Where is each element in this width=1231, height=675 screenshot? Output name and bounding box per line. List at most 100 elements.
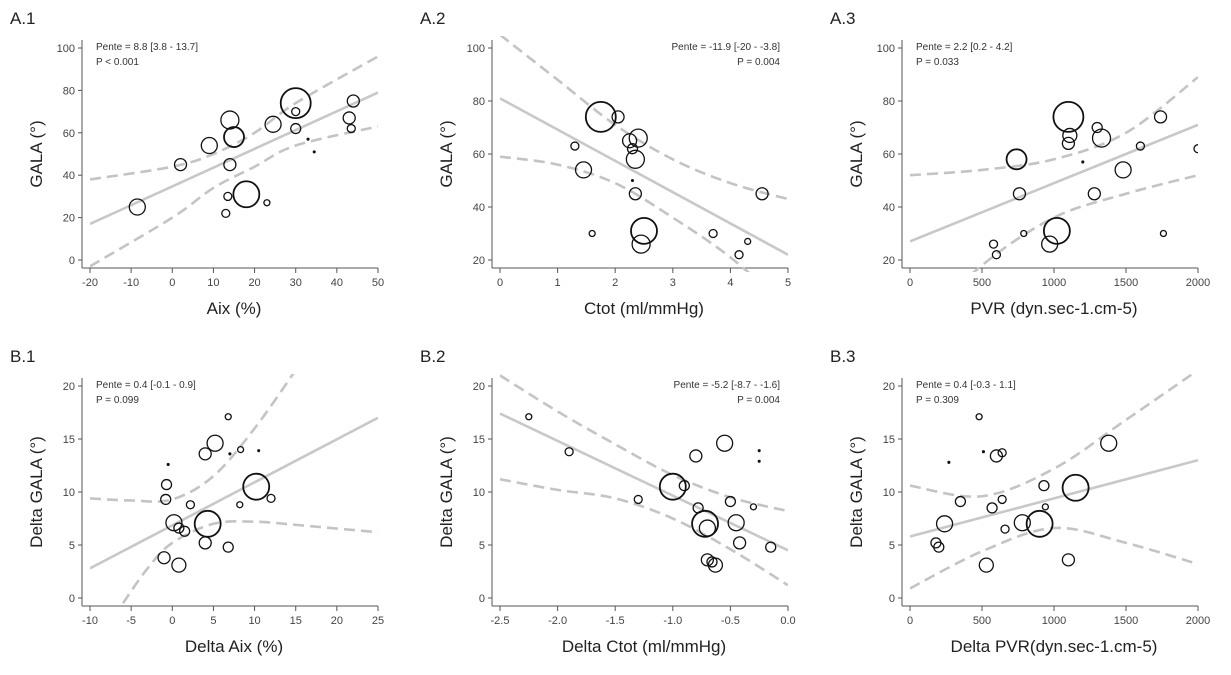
- y-tick-label: 100: [467, 43, 485, 55]
- y-axis-title: Delta GALA (°): [437, 436, 456, 548]
- data-point: [1100, 434, 1118, 452]
- regression-line: [910, 458, 1198, 538]
- slope-annotation: Pente = -11.9 [-20 - -3.8]: [672, 42, 781, 53]
- data-point: [1087, 187, 1101, 201]
- data-point: [708, 228, 718, 239]
- x-tick-label: -10: [123, 277, 139, 289]
- data-point: [279, 87, 312, 120]
- data-point: [1061, 136, 1076, 151]
- y-tick-label: 100: [877, 43, 895, 55]
- data-point: [631, 234, 651, 254]
- data-point: [291, 106, 301, 117]
- y-tick-label: 10: [473, 487, 485, 499]
- data-point: [1020, 229, 1028, 238]
- y-tick-label: 15: [473, 434, 485, 446]
- x-tick-label: 4: [727, 277, 733, 289]
- data-point: [744, 237, 752, 246]
- data-point: [658, 472, 687, 501]
- data-point: [628, 128, 648, 148]
- x-axis-title: Delta PVR(dyn.sec-1.cm-5): [951, 637, 1158, 656]
- y-tick-label: 80: [63, 85, 75, 97]
- data-point: [160, 493, 172, 506]
- p-value-annotation: P = 0.004: [737, 57, 780, 68]
- data-point: [1062, 127, 1078, 144]
- chart-panel-A-2: A.2 20 40 60 80 100 0 1 2 3 4 5 Ctot (ml/mmHg) GALA (…: [410, 0, 820, 337]
- x-axis-title: PVR (dyn.sec-1.cm-5): [970, 299, 1137, 318]
- data-point: [698, 519, 717, 537]
- y-tick-label: 80: [473, 96, 485, 108]
- data-point: [346, 94, 360, 108]
- regression-line: [910, 123, 1198, 243]
- data-point: [178, 525, 191, 537]
- chart-svg: A.1 0 20 40 60 80 100 -20 -10 0 10 20 30 40 50 Aix (%) G…: [10, 9, 384, 318]
- data-point: [706, 556, 718, 568]
- x-axis-title: Aix (%): [207, 299, 262, 318]
- data-point: [626, 143, 639, 155]
- data-point: [264, 115, 282, 133]
- data-point: [200, 136, 218, 155]
- plot-area: [910, 374, 1198, 590]
- x-tick-label: -1.0: [663, 615, 682, 627]
- panel-label: B.3: [830, 347, 856, 366]
- x-tick-label: 0: [169, 615, 175, 627]
- ci-upper-line: [90, 55, 378, 181]
- ci-lower-line: [910, 526, 1198, 590]
- x-tick-label: 20: [248, 277, 260, 289]
- y-tick-label: 0: [69, 255, 75, 267]
- y-tick-label: 5: [479, 540, 485, 552]
- y-tick-label: 0: [69, 593, 75, 605]
- data-point: [1000, 524, 1010, 534]
- y-tick-label: 20: [63, 381, 75, 393]
- x-tick-label: 1: [555, 277, 561, 289]
- p-value-annotation: P = 0.004: [737, 395, 780, 406]
- data-point: [193, 509, 222, 538]
- x-tick-label: -2.5: [491, 615, 510, 627]
- chart-svg: B.3 0 5 10 15 20 0 500 1000 1500 2000 Delta PVR(dyn…: [830, 347, 1210, 656]
- x-tick-label: 10: [248, 615, 260, 627]
- y-tick-label: 40: [473, 202, 485, 214]
- data-point: [1153, 110, 1168, 124]
- x-tick-label: 40: [331, 277, 343, 289]
- data-point: [306, 137, 310, 141]
- plot-area: [500, 374, 788, 587]
- ci-lower-line: [500, 478, 788, 587]
- y-axis-title: Delta GALA (°): [847, 436, 866, 548]
- chart-panel-B-1: B.1 0 5 10 15 20 -10 -5 0 5 10 15 20 25 Delta Aix (%) D…: [0, 338, 410, 675]
- x-tick-label: 500: [973, 277, 991, 289]
- data-point: [625, 149, 646, 169]
- data-point: [700, 553, 715, 567]
- plot-area: [500, 36, 788, 272]
- x-tick-label: 15: [290, 615, 302, 627]
- y-tick-label: 20: [473, 255, 485, 267]
- data-point: [628, 187, 643, 201]
- y-tick-label: 10: [883, 487, 895, 499]
- ci-upper-line: [910, 374, 1195, 498]
- x-tick-label: 3: [670, 277, 676, 289]
- x-axis-title: Ctot (ml/mmHg): [584, 299, 704, 318]
- x-tick-label: 2000: [1186, 615, 1210, 627]
- y-tick-label: 40: [883, 202, 895, 214]
- y-tick-label: 20: [473, 381, 485, 393]
- data-point: [232, 180, 261, 209]
- data-point: [715, 434, 734, 452]
- data-point: [707, 557, 724, 573]
- data-point: [981, 450, 985, 454]
- x-tick-label: 0: [169, 277, 175, 289]
- data-point: [570, 141, 580, 151]
- data-point: [988, 239, 999, 249]
- data-point: [220, 110, 240, 130]
- data-point: [989, 449, 1004, 463]
- y-tick-label: 15: [883, 434, 895, 446]
- x-tick-label: 25: [372, 615, 384, 627]
- data-point: [160, 478, 173, 491]
- ci-upper-line: [910, 76, 1198, 177]
- y-tick-label: 5: [69, 540, 75, 552]
- data-point: [1193, 144, 1198, 154]
- x-tick-label: 0: [907, 615, 913, 627]
- y-tick-label: 0: [479, 593, 485, 605]
- data-point: [223, 126, 245, 148]
- y-tick-label: 60: [883, 149, 895, 161]
- data-point: [997, 494, 1007, 505]
- data-point: [236, 501, 244, 509]
- x-tick-label: 1500: [1114, 277, 1138, 289]
